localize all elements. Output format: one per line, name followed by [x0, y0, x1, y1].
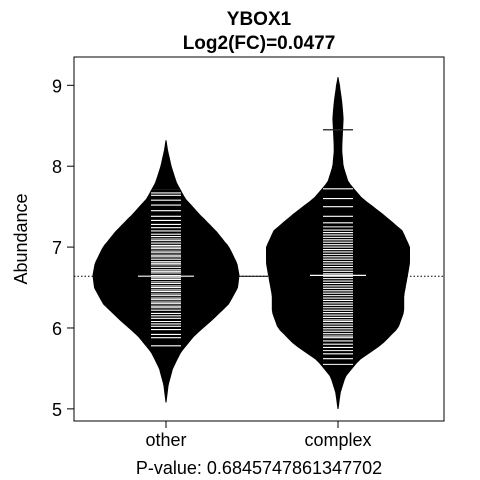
bean-complex	[266, 77, 410, 409]
y-tick-label: 8	[52, 157, 62, 177]
y-axis-label: Abundance	[11, 193, 31, 284]
plot-frame	[73, 56, 445, 422]
chart-title: YBOX1	[227, 9, 292, 30]
chart-subtitle: Log2(FC)=0.0477	[183, 33, 336, 54]
y-tick-label: 5	[52, 400, 62, 420]
x-tick-label-other: other	[145, 430, 186, 450]
y-tick-label: 7	[52, 238, 62, 258]
x-axis-label: P-value: 0.6845747861347702	[136, 458, 382, 478]
x-tick-label-complex: complex	[304, 430, 371, 450]
y-tick-label: 9	[52, 76, 62, 96]
y-tick-label: 6	[52, 319, 62, 339]
